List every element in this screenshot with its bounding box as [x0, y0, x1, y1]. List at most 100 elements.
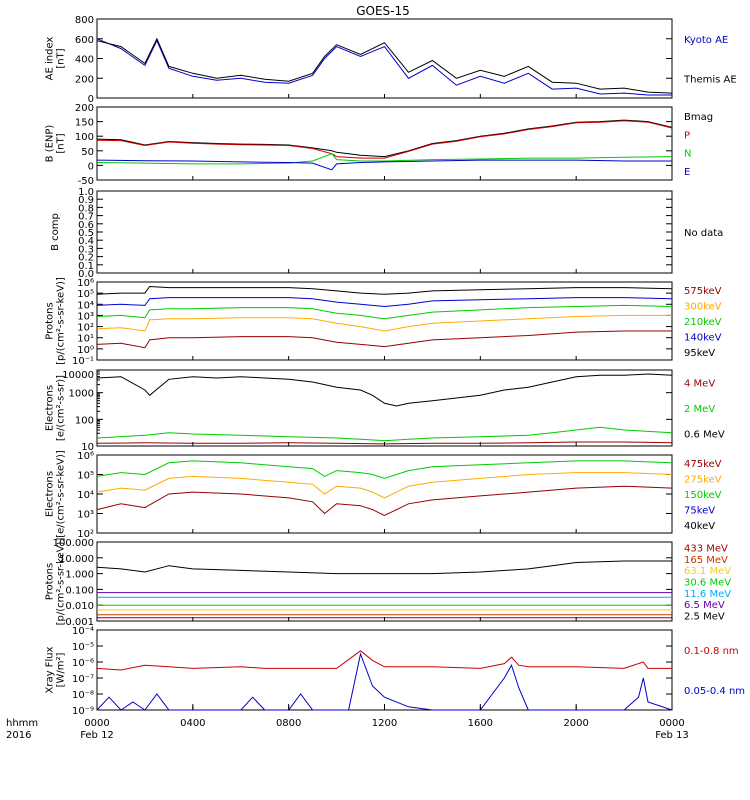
y-tick-label: 10⁻⁸: [72, 690, 94, 701]
series-line: [96, 304, 673, 320]
legend-entry: 30.6 MeV: [684, 578, 731, 589]
legend-entry: Bmag: [684, 112, 713, 123]
y-tick-label: 10⁻¹: [72, 356, 94, 367]
y-axis-label: [p/(cm²-s-sr-keV)]: [56, 277, 67, 365]
legend-entry: E: [684, 167, 690, 178]
y-tick-label: 0.7: [78, 212, 94, 223]
series-line: [96, 159, 672, 171]
panel-frame: [96, 454, 673, 534]
y-tick-label: 10⁴: [77, 490, 94, 501]
panel-frame: [96, 18, 673, 99]
series-line: [96, 485, 673, 517]
y-tick-label: 0.0: [78, 269, 94, 280]
y-tick-label: 0.3: [78, 244, 94, 255]
y-tick-label: 10⁻⁷: [72, 674, 94, 685]
y-tick-label: 100.000: [53, 538, 94, 549]
series-line: [96, 560, 672, 575]
y-tick-label: 10⁻⁹: [72, 706, 94, 717]
legend-entry: 575keV: [684, 286, 722, 297]
y-tick-label: 1.0: [78, 187, 94, 198]
panel-3: 0.00.10.20.30.40.50.60.70.80.91.0 B comp N…: [50, 187, 723, 280]
legend-entry: No data: [684, 228, 723, 239]
y-tick-label: 1.000: [65, 570, 94, 581]
x-tick-label: 1600: [468, 718, 493, 729]
y-tick-label: 800: [75, 15, 94, 26]
x-tick-label: 2000: [563, 718, 588, 729]
y-tick-label: 10³: [77, 311, 94, 322]
y-tick-label: 1000: [69, 389, 94, 400]
y-axis-label: [nT]: [56, 133, 67, 153]
legend-entry: Kyoto AE: [684, 35, 728, 46]
legend-entry: 475keV: [684, 459, 722, 470]
legend-entry: N: [684, 149, 691, 160]
panel-6: 10² 10³ 10⁴ 10⁵ 10⁶ Electrons [e/(cm²-s-sr-keV…: [45, 450, 722, 540]
series-line: [96, 373, 673, 407]
legend-entry: 95keV: [684, 348, 715, 359]
series-line: [96, 153, 673, 165]
y-tick-label: 400: [75, 55, 94, 66]
legend-entry: 0.05-0.4 nm: [684, 686, 745, 697]
panel-frame: [96, 629, 673, 711]
x-tick-label: 0800: [276, 718, 301, 729]
y-tick-label: 100: [75, 132, 94, 143]
legend-entry: 2.5 MeV: [684, 611, 725, 622]
y-tick-label: 200: [75, 74, 94, 85]
y-tick-label: 10¹: [77, 334, 94, 345]
series-line: [96, 119, 673, 158]
y-axis-label: B (ENP): [45, 125, 56, 163]
legend-entry: 6.5 MeV: [684, 600, 725, 611]
panel-2: -50 0 50 100 150 200 B (ENP) [nT] Bmag PNE: [45, 103, 714, 187]
panel-8: 10⁻⁹ 10⁻⁸ 10⁻⁷ 10⁻⁶ 10⁻⁵ 10⁻⁴ Xray Flux [W/m²] 0…: [45, 626, 746, 717]
y-axis-label: [e/(cm²-s-sr)]: [56, 375, 67, 441]
y-tick-label: 10⁵: [77, 471, 94, 482]
y-tick-label: 10⁻⁶: [72, 658, 94, 669]
y-tick-label: 0: [88, 94, 94, 105]
y-axis-label: [e/(cm²-s-sr-keV)]: [56, 450, 67, 538]
panel-frame: [96, 541, 673, 622]
series-line: [96, 650, 672, 671]
y-tick-label: 0.4: [78, 236, 94, 247]
y-tick-label: 10⁶: [77, 451, 94, 462]
y-axis-label: Electrons: [45, 471, 56, 517]
x-tick-label: 0400: [180, 718, 205, 729]
series-line: [96, 330, 672, 349]
y-axis-label: Protons: [45, 563, 56, 600]
y-tick-label: 10⁴: [77, 300, 94, 311]
y-tick-label: -50: [78, 176, 94, 187]
y-tick-label: 200: [75, 103, 94, 114]
legend-entry: 0.6 MeV: [684, 429, 725, 440]
y-tick-label: 100: [75, 415, 94, 426]
y-tick-label: 0.9: [78, 195, 94, 206]
y-axis-label: Xray Flux: [45, 646, 56, 693]
legend-entry: 75keV: [684, 506, 715, 517]
x-tick-label: 1200: [372, 718, 397, 729]
y-axis-label: Electrons: [45, 385, 56, 431]
y-tick-label: 0.8: [78, 203, 94, 214]
y-tick-label: 10²: [77, 323, 94, 334]
legend-entry: 210keV: [684, 317, 722, 328]
legend-entry: 140keV: [684, 333, 722, 344]
series-line: [96, 38, 672, 96]
y-axis-label: [W/m²]: [56, 652, 67, 687]
series-line: [96, 120, 673, 159]
series-line: [96, 426, 673, 442]
panel-frame: [96, 190, 673, 274]
series-line: [96, 652, 673, 711]
panel-frame: [96, 281, 673, 361]
series-line: [96, 297, 673, 308]
legend-entry: 150keV: [684, 490, 722, 501]
y-tick-label: 10⁶: [77, 278, 94, 289]
y-tick-label: 10⁰: [77, 345, 94, 356]
series-line: [96, 460, 673, 479]
panel-5: 10 100 1000 10000 Electrons [e/(cm²-s-sr)] 4 M…: [45, 369, 725, 453]
legend-entry: 0.1-0.8 nm: [684, 646, 739, 657]
time-axis-corner-label: hhmm: [6, 718, 38, 729]
y-axis-label: B comp: [50, 213, 61, 251]
series-line: [96, 314, 672, 332]
y-tick-label: 150: [75, 118, 94, 129]
y-axis-label: [p/(cm²-s-sr-keV)]: [56, 538, 67, 626]
legend-entry: 4 MeV: [684, 379, 715, 390]
